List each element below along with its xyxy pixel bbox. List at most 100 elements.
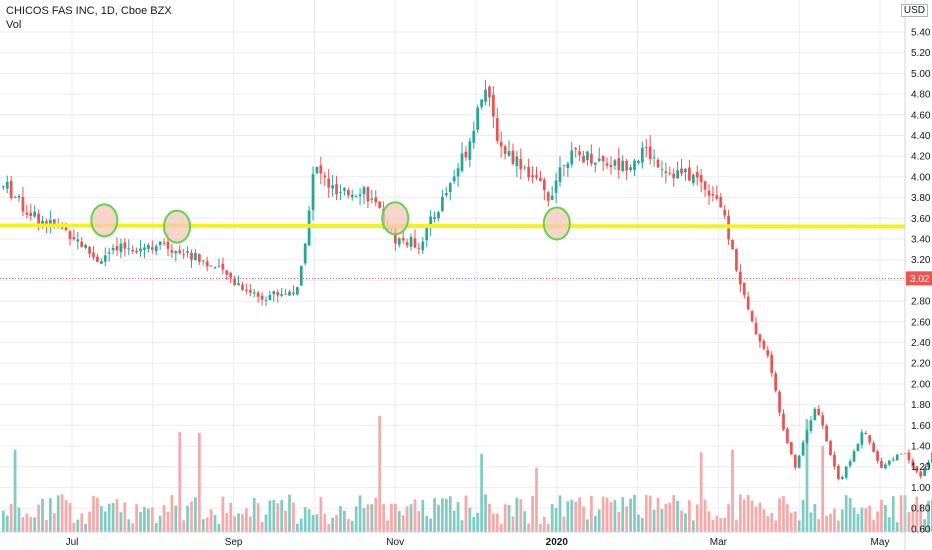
candle-body xyxy=(299,265,303,286)
candle-body xyxy=(370,198,374,200)
volume-bar xyxy=(821,445,825,532)
volume-bar xyxy=(891,496,895,532)
candle-body xyxy=(17,195,21,198)
volume-bar xyxy=(56,495,60,532)
volume-bar xyxy=(711,519,715,532)
candle-body xyxy=(45,221,48,226)
candle-body xyxy=(515,156,519,167)
candle-body xyxy=(147,245,150,249)
volume-bar xyxy=(515,497,519,532)
volume-bar xyxy=(570,499,574,532)
volume-bar xyxy=(519,499,523,532)
candle-body xyxy=(401,238,405,241)
volume-bar xyxy=(872,520,876,532)
volume-bar xyxy=(401,515,405,532)
volume-bar xyxy=(786,504,789,532)
volume-bar xyxy=(299,518,303,532)
candle-body xyxy=(907,452,911,461)
candle-body xyxy=(633,160,636,170)
volume-bar xyxy=(672,494,676,532)
candle-body xyxy=(664,171,668,174)
volume-bar xyxy=(119,512,123,532)
volume-bar xyxy=(72,522,76,532)
volume-bar xyxy=(684,513,687,532)
candle-body xyxy=(315,166,319,174)
volume-bar xyxy=(217,523,221,532)
candle-body xyxy=(558,167,562,183)
volume-bar xyxy=(460,520,464,532)
candle-body xyxy=(860,432,864,445)
volume-bar xyxy=(539,523,542,532)
candle-body xyxy=(205,261,209,267)
candle-body xyxy=(170,250,174,253)
y-tick-label: 1.00 xyxy=(911,483,931,494)
candle-body xyxy=(429,216,433,228)
volume-bar xyxy=(793,511,797,532)
volume-bar xyxy=(84,523,88,532)
candle-body xyxy=(511,150,515,164)
candle-body xyxy=(629,167,632,171)
volume-bar xyxy=(801,499,805,532)
candle-body xyxy=(150,247,154,250)
x-tick-label: Mar xyxy=(710,537,728,548)
volume-bar xyxy=(676,500,679,532)
volume-bar xyxy=(233,516,236,532)
time-axis[interactable]: Jul Sep Nov 2020 Mar May xyxy=(0,531,905,548)
candle-body xyxy=(586,151,589,161)
candle-body xyxy=(774,373,778,391)
volume-bar xyxy=(213,514,217,532)
last-price-label: 3.02 xyxy=(910,274,930,285)
price-axis[interactable]: 5.40 5.20 5.00 4.80 4.60 4.40 4.20 4.00 3.80 3.60… xyxy=(904,0,932,550)
candle-body xyxy=(660,169,664,171)
volume-bar xyxy=(758,502,762,532)
candle-body xyxy=(621,160,625,171)
volume-bar xyxy=(691,520,695,532)
volume-bar xyxy=(899,495,903,532)
candle-body xyxy=(248,289,252,293)
candle-body xyxy=(343,188,346,191)
candle-body xyxy=(503,146,507,154)
volume-label: Vol xyxy=(6,19,22,31)
volume-bar xyxy=(656,497,660,532)
volume-bar xyxy=(907,512,911,532)
candle-body xyxy=(507,151,511,156)
volume-bar xyxy=(405,506,409,532)
volume-bar xyxy=(158,515,162,532)
candle-body xyxy=(833,454,836,467)
candle-body xyxy=(319,165,323,174)
volume-bar xyxy=(96,497,99,532)
volume-bar xyxy=(307,509,311,532)
candle-body xyxy=(637,160,640,163)
candle-body xyxy=(605,163,609,166)
candle-body xyxy=(601,155,605,162)
candle-body xyxy=(476,107,480,130)
candle-body xyxy=(742,282,746,295)
volume-bar xyxy=(444,498,448,532)
volume-bar xyxy=(103,511,107,532)
volume-bar xyxy=(390,503,393,532)
candle-body xyxy=(770,354,774,374)
volume-bar xyxy=(209,509,213,532)
volume-bar xyxy=(840,509,844,532)
volume-bar xyxy=(5,515,9,532)
volume-bar xyxy=(413,499,417,532)
candle-body xyxy=(252,292,256,294)
volume-bar xyxy=(809,512,813,532)
candle-body xyxy=(582,155,585,163)
volume-bar xyxy=(742,499,746,532)
y-tick-label: 4.80 xyxy=(911,90,931,101)
candle-body xyxy=(546,192,550,201)
volume-bar xyxy=(292,502,295,532)
volume-bar xyxy=(99,505,103,532)
candle-body xyxy=(574,147,578,150)
candle-body xyxy=(491,94,495,117)
volume-bar xyxy=(170,495,174,532)
volume-bar xyxy=(688,500,691,532)
currency-badge[interactable]: USD xyxy=(900,4,928,17)
volume-bar xyxy=(303,507,307,532)
candle-body xyxy=(425,227,429,241)
candle-body xyxy=(868,435,872,443)
candlestick-series xyxy=(1,80,932,481)
candle-body xyxy=(276,292,280,296)
